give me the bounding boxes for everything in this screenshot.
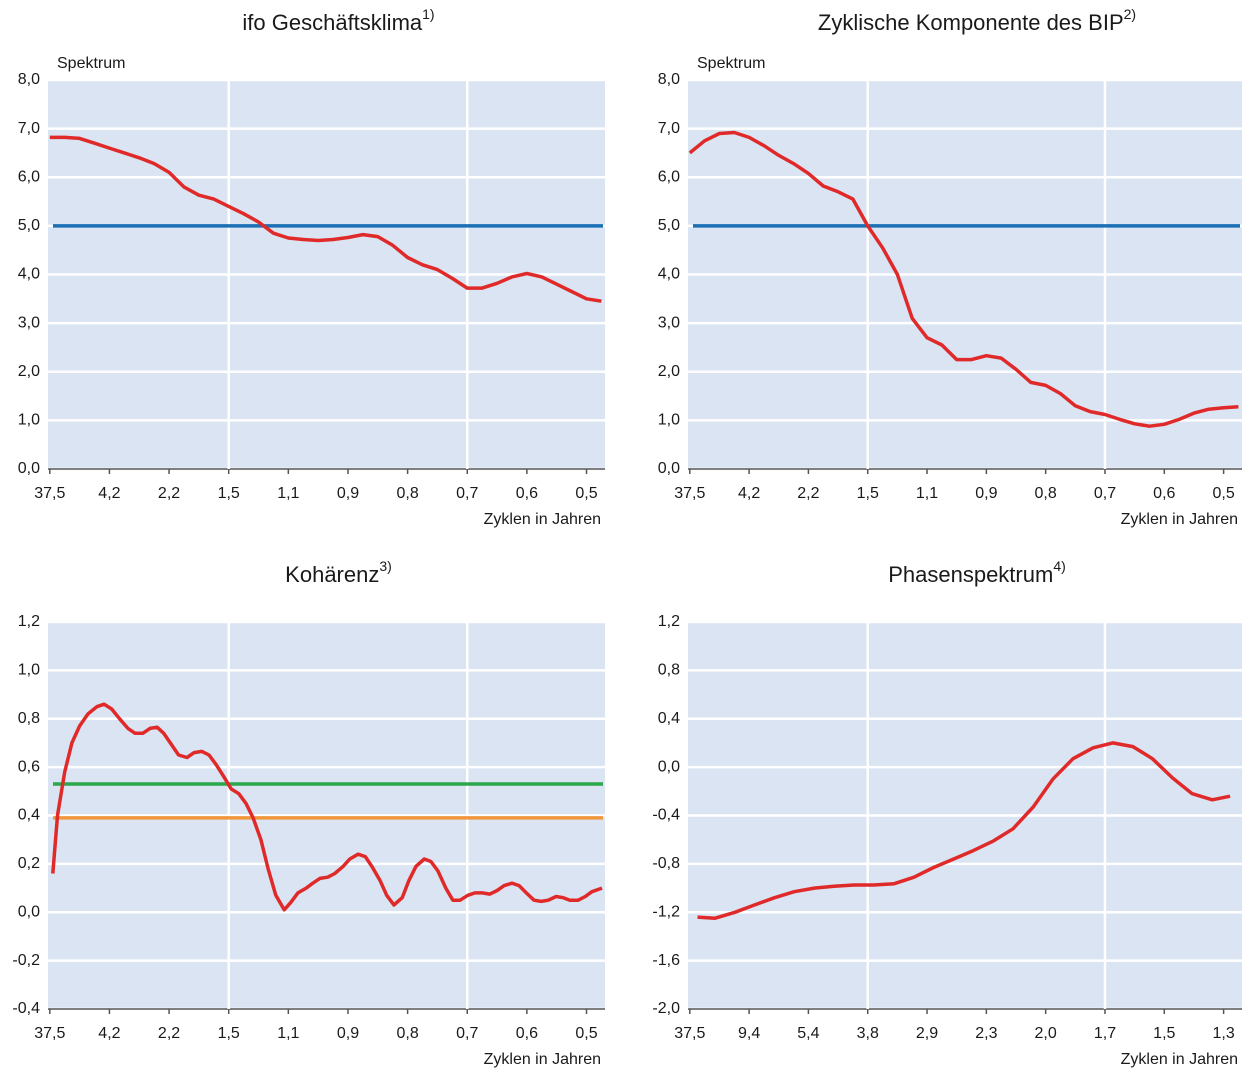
x-tick-label: 1,1 [277, 1025, 299, 1042]
x-tick-label: 2,2 [158, 1025, 180, 1042]
y-tick-label: 0,0 [18, 903, 40, 920]
y-tick-label: 1,2 [18, 613, 40, 630]
chart-title: Kohärenz3) [285, 558, 392, 587]
y-tick-label: 2,0 [658, 363, 680, 380]
chart-title: Phasenspektrum4) [888, 558, 1066, 587]
x-tick-label: 37,5 [34, 1025, 65, 1042]
y-tick-label: 7,0 [658, 120, 680, 137]
data-line [688, 130, 1239, 428]
y-tick-label: -1,2 [652, 903, 680, 920]
y-tick-label: 3,0 [18, 314, 40, 331]
y-tick-label: 1,0 [658, 412, 680, 429]
y-tick-label: 3,0 [658, 314, 680, 331]
x-tick-label: 1,1 [916, 485, 938, 502]
x-tick-label: 1,5 [1153, 1025, 1175, 1042]
y-tick-label: 0,8 [18, 710, 40, 727]
x-tick-label: 1,5 [218, 485, 240, 502]
y-tick-label: 0,0 [658, 460, 680, 477]
x-tick-label: 2,2 [797, 485, 819, 502]
x-tick-label: 37,5 [674, 485, 705, 502]
y-tick-label: -0,2 [12, 952, 40, 969]
y-tick-label: 1,0 [18, 412, 40, 429]
y-tick-label: 6,0 [18, 168, 40, 185]
y-tick-label: -1,6 [652, 952, 680, 969]
y-tick-label: 4,0 [18, 266, 40, 283]
x-tick-label: 1,7 [1094, 1025, 1116, 1042]
data-line [49, 135, 602, 303]
x-tick-label: 0,7 [1094, 485, 1116, 502]
x-tick-label: 37,5 [34, 485, 65, 502]
x-tick-label: 4,2 [98, 1025, 120, 1042]
y-tick-label: 1,0 [18, 662, 40, 679]
x-tick-label: 1,5 [218, 1025, 240, 1042]
y-tick-label: 4,0 [658, 266, 680, 283]
x-tick-label: 37,5 [674, 1025, 705, 1042]
x-tick-label: 0,5 [575, 1025, 597, 1042]
y-tick-label: 5,0 [18, 217, 40, 234]
y-tick-label: -0,4 [652, 807, 680, 824]
y-tick-label: 0,6 [18, 758, 40, 775]
y-tick-label: 0,4 [658, 710, 680, 727]
x-tick-label: 0,7 [456, 485, 478, 502]
x-tick-label: 2,9 [916, 1025, 938, 1042]
x-tick-label: 9,4 [738, 1025, 760, 1042]
y-tick-label: 1,2 [658, 613, 680, 630]
title-text: Phasenspektrum [888, 562, 1053, 587]
x-tick-label: 4,2 [98, 485, 120, 502]
x-tick-label: 2,3 [975, 1025, 997, 1042]
x-tick-label: 5,4 [797, 1025, 819, 1042]
title-text: Zyklische Komponente des BIP [818, 10, 1124, 35]
x-tick-label: 0,5 [575, 485, 597, 502]
x-tick-label: 0,8 [396, 485, 418, 502]
x-tick-label: 0,9 [975, 485, 997, 502]
data-line [697, 741, 1231, 921]
y-tick-label: 0,2 [18, 855, 40, 872]
x-tick-label: 2,2 [158, 485, 180, 502]
y-tick-label: 0,0 [18, 460, 40, 477]
x-tick-label: 0,5 [1212, 485, 1234, 502]
title-note: 4) [1053, 558, 1065, 574]
x-tick-label: 0,8 [396, 1025, 418, 1042]
title-note: 1) [422, 6, 434, 22]
chart-title: ifo Geschäftsklima1) [242, 6, 434, 35]
chart-title: Zyklische Komponente des BIP2) [818, 6, 1136, 35]
y-tick-label: -0,8 [652, 855, 680, 872]
x-tick-label: 0,6 [516, 485, 538, 502]
x-tick-label: 3,8 [857, 1025, 879, 1042]
x-tick-label: 1,5 [857, 485, 879, 502]
y-tick-label: 8,0 [18, 71, 40, 88]
title-note: 2) [1124, 6, 1136, 22]
title-text: ifo Geschäftsklima [242, 10, 422, 35]
y-axis-label: Spektrum [697, 55, 765, 72]
y-axis-label: Spektrum [57, 55, 125, 72]
title-text: Kohärenz [285, 562, 379, 587]
y-tick-label: -2,0 [652, 1000, 680, 1017]
x-axis-label: Zyklen in Jahren [484, 1051, 601, 1068]
y-tick-label: 0,8 [658, 662, 680, 679]
x-tick-label: 0,6 [1153, 485, 1175, 502]
x-tick-label: 1,3 [1212, 1025, 1234, 1042]
x-tick-label: 0,9 [337, 485, 359, 502]
x-tick-label: 0,6 [516, 1025, 538, 1042]
y-tick-label: 6,0 [658, 168, 680, 185]
y-tick-label: 0,0 [658, 758, 680, 775]
data-line [51, 702, 603, 912]
y-tick-label: 0,4 [18, 807, 40, 824]
x-tick-label: 1,1 [277, 485, 299, 502]
title-note: 3) [379, 558, 391, 574]
x-tick-label: 2,0 [1035, 1025, 1057, 1042]
x-tick-label: 0,9 [337, 1025, 359, 1042]
y-tick-label: -0,4 [12, 1000, 40, 1017]
y-tick-label: 7,0 [18, 120, 40, 137]
y-tick-label: 5,0 [658, 217, 680, 234]
x-axis-label: Zyklen in Jahren [484, 511, 601, 528]
y-tick-label: 8,0 [658, 71, 680, 88]
x-tick-label: 0,7 [456, 1025, 478, 1042]
x-tick-label: 4,2 [738, 485, 760, 502]
x-axis-label: Zyklen in Jahren [1121, 511, 1238, 528]
x-tick-label: 0,8 [1035, 485, 1057, 502]
x-axis-label: Zyklen in Jahren [1121, 1051, 1238, 1068]
y-tick-label: 2,0 [18, 363, 40, 380]
